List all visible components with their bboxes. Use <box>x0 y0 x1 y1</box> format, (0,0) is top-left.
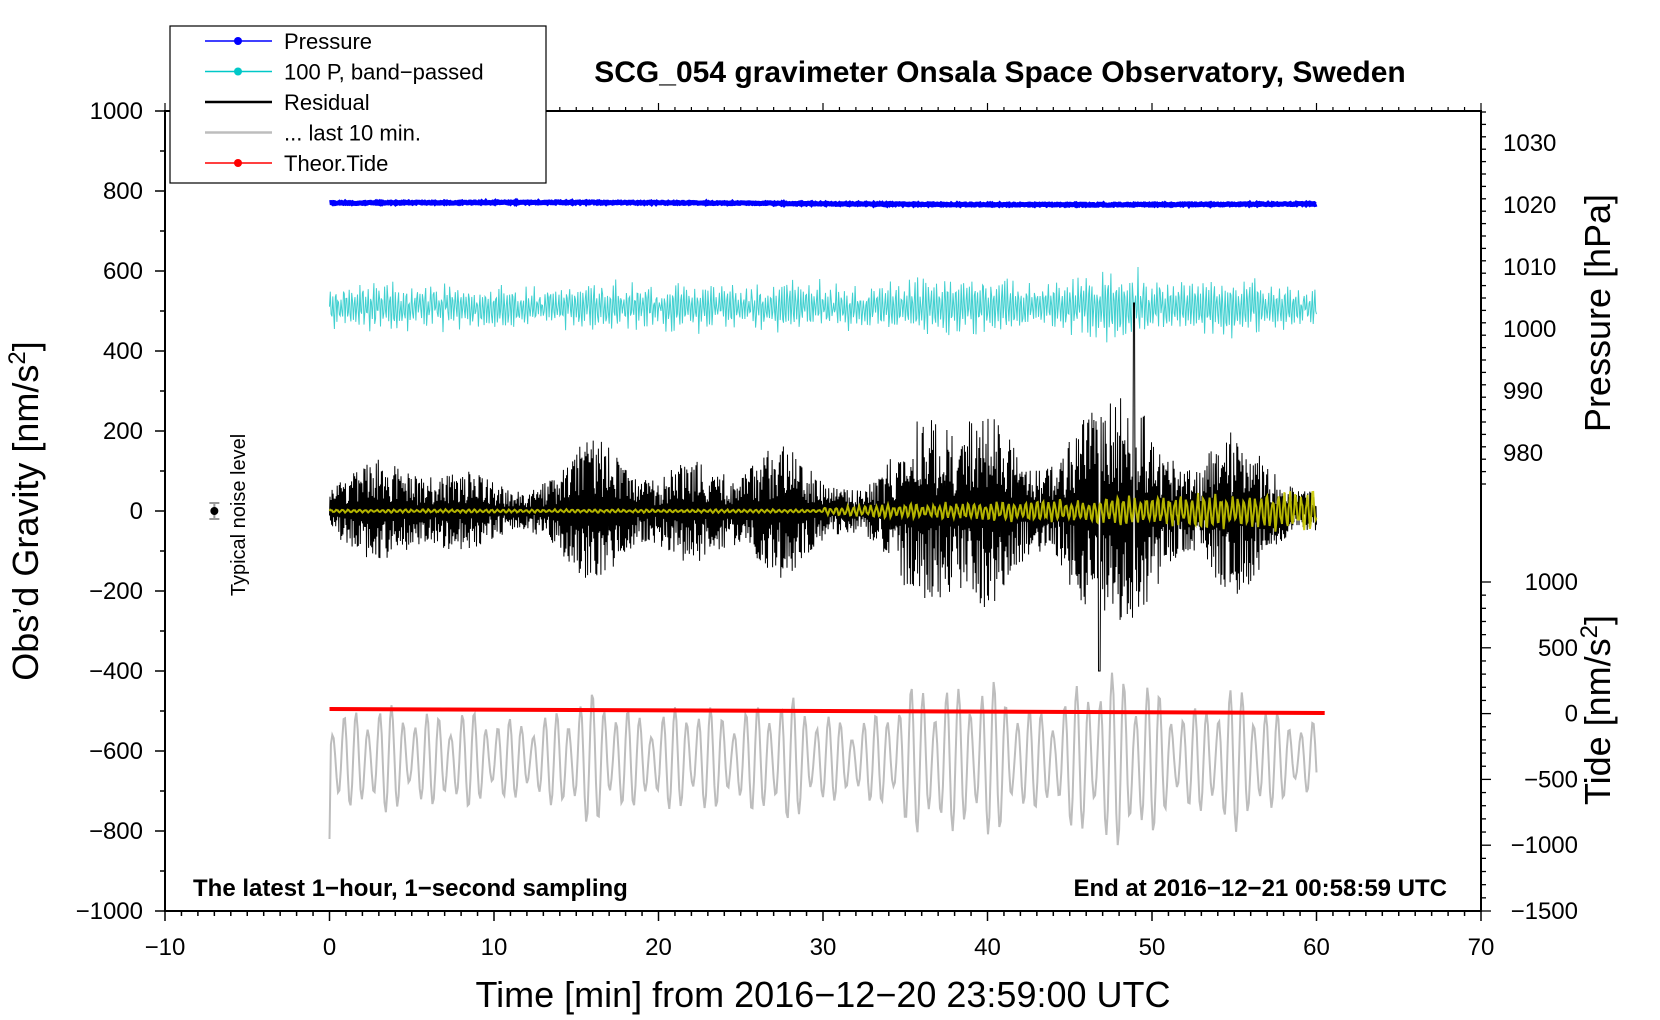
noise-errorbar-point <box>210 507 219 515</box>
x-tick-label: 30 <box>810 934 837 961</box>
legend-label: Theor.Tide <box>284 151 388 176</box>
y-tick-label: 200 <box>103 418 143 445</box>
x-tick-label: 60 <box>1303 934 1330 961</box>
y-tick-label: −200 <box>89 578 143 605</box>
y-tick-label: 400 <box>103 338 143 365</box>
pressure-tick-label: 1030 <box>1503 130 1556 157</box>
tide-tick-label: −1000 <box>1511 832 1578 859</box>
x-tick-label: 0 <box>323 934 336 961</box>
pressure-tick-label: 1010 <box>1503 254 1556 281</box>
labels-layer: −10 0 10 20 30 40 50 60 7010008006004002000−200−… <box>76 98 1578 961</box>
series-last-10-min <box>328 672 1318 846</box>
x-tick-label: 10 <box>481 934 508 961</box>
chart-title: SCG_054 gravimeter Onsala Space Observat… <box>594 56 1406 89</box>
y-tick-label: −600 <box>89 738 143 765</box>
legend-label: ... last 10 min. <box>284 121 421 146</box>
legend-marker <box>234 159 242 167</box>
series-theor-tide <box>329 707 1325 715</box>
series-residual <box>329 302 1317 672</box>
x-tick-label: 70 <box>1468 934 1495 961</box>
x-tick-label: 20 <box>645 934 672 961</box>
x-axis-label: Time [min] from 2016−12−20 23:59:00 UTC <box>475 974 1170 1015</box>
legend-marker <box>234 67 242 76</box>
tide-tick-label: −1500 <box>1511 898 1578 925</box>
legend: Pressure 100 P, band−passed Residual ... la… <box>169 25 547 184</box>
series-band-passed-pressure <box>329 266 1317 343</box>
y-tick-label: 800 <box>103 178 143 205</box>
pressure-tick-label: 1020 <box>1503 192 1556 219</box>
legend-label: Residual <box>284 90 370 115</box>
noise-level-label: Typical noise level <box>228 434 250 596</box>
pressure-tick-label: 980 <box>1503 440 1543 467</box>
ticks-layer <box>155 103 1491 921</box>
y-axis-label-gravity: Obs’d Gravity [nm/s2] <box>4 341 47 680</box>
y-tick-label: −400 <box>89 658 143 685</box>
y-tick-label: −1000 <box>76 898 143 925</box>
x-tick-label: 50 <box>1139 934 1166 961</box>
tide-tick-label: −500 <box>1524 766 1578 793</box>
tide-tick-label: 500 <box>1538 635 1578 662</box>
end-time-note: End at 2016−12−21 00:58:59 UTC <box>1073 875 1447 902</box>
noise-level-errorbar <box>209 502 220 520</box>
tide-tick-label: 1000 <box>1525 569 1578 596</box>
pressure-tick-label: 990 <box>1503 378 1543 405</box>
y-tick-label: 600 <box>103 258 143 285</box>
legend-label: Pressure <box>284 29 372 54</box>
series-residual-smoothed <box>328 490 1318 532</box>
x-tick-label: −10 <box>145 934 186 961</box>
legend-marker <box>234 37 242 45</box>
legend-box <box>169 25 547 184</box>
tide-tick-label: 0 <box>1565 701 1578 728</box>
pressure-tick-label: 1000 <box>1503 316 1556 343</box>
y-tick-label: 1000 <box>90 98 143 125</box>
y-tick-label: −800 <box>89 818 143 845</box>
sampling-note: The latest 1−hour, 1−second sampling <box>193 875 628 902</box>
y-tick-label: 0 <box>130 498 143 525</box>
legend-label: 100 P, band−passed <box>284 60 484 85</box>
y-axis-label-pressure: Pressure [hPa] <box>1577 194 1618 432</box>
series-layer <box>328 197 1325 846</box>
x-tick-label: 40 <box>974 934 1001 961</box>
series-pressure <box>329 197 1318 210</box>
y-axis-label-tide: Tide [nm/s2] <box>1576 615 1619 805</box>
